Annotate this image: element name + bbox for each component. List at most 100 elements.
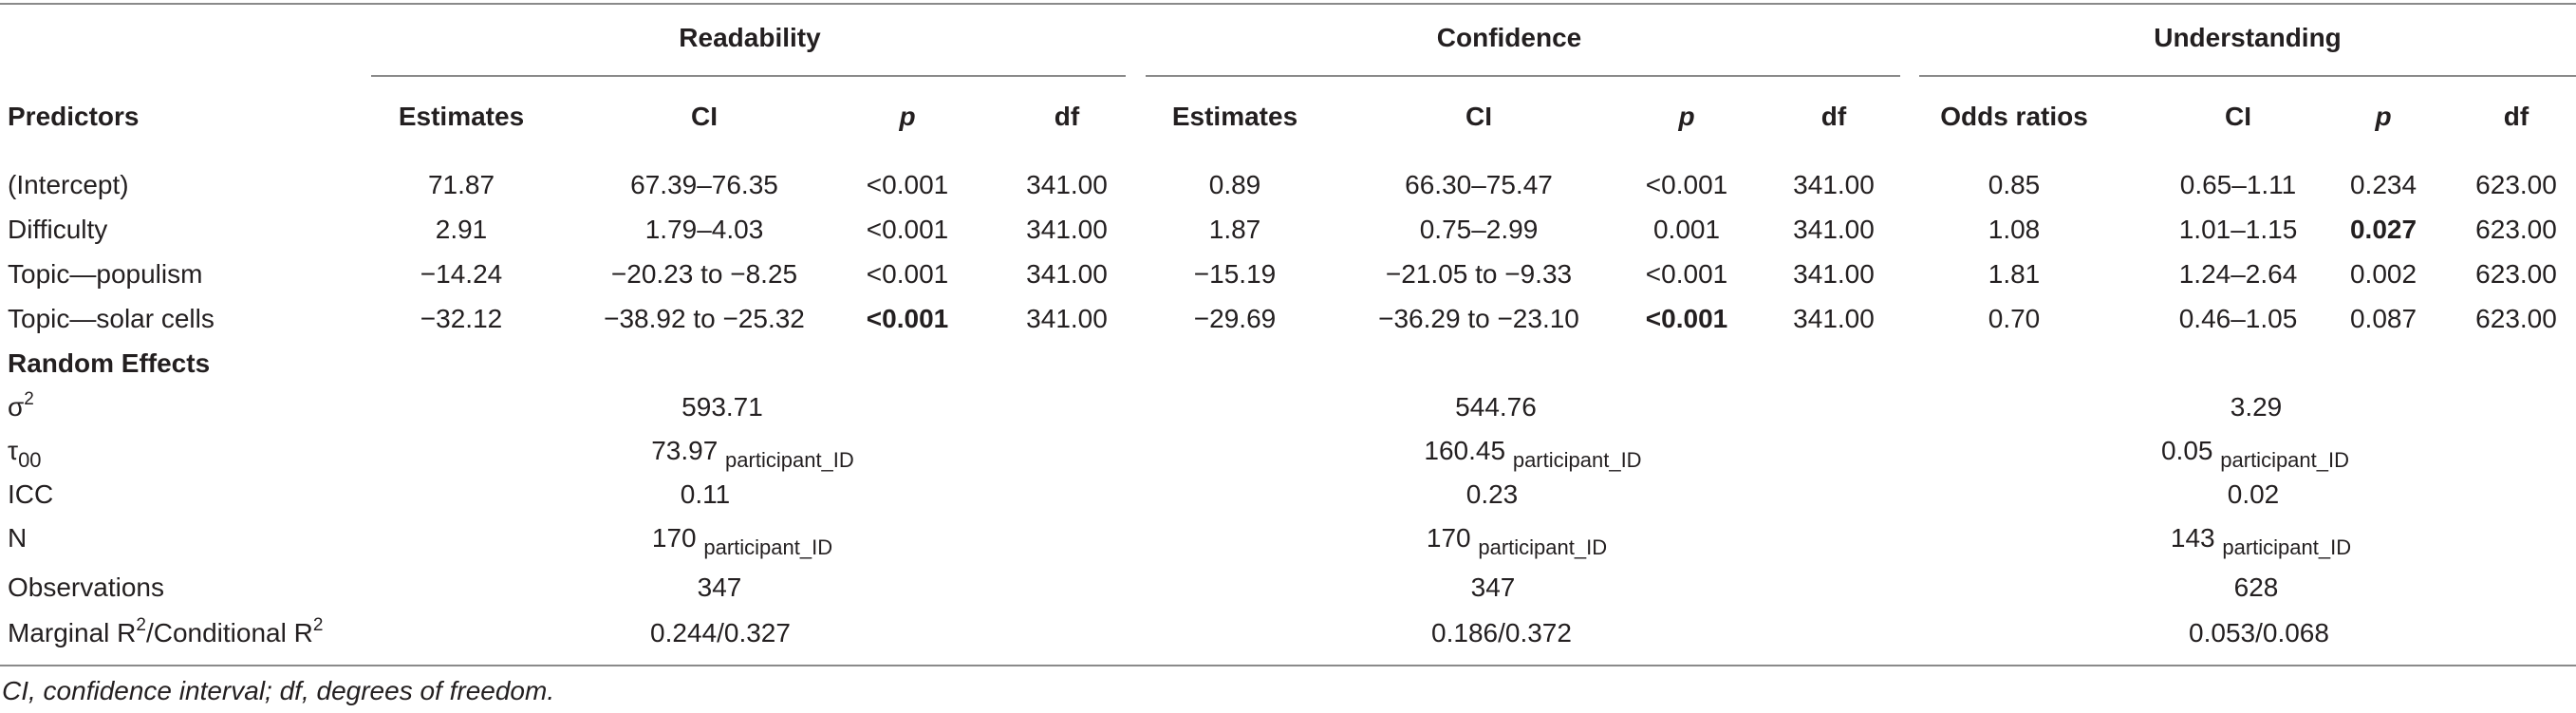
top-rule [0,3,2576,5]
col-header-odds-ratios: Odds ratios [1940,102,2088,131]
table-cell: 0.46–1.05 [2178,304,2298,333]
re-value: 160.45 participant_ID [1424,436,1642,472]
table-cell: 1.01–1.15 [2178,215,2298,244]
table-cell: −21.05 to −9.33 [1385,259,1573,289]
re-value: 544.76 [1455,392,1537,422]
re-value: 0.05 participant_ID [2160,436,2350,472]
table-cell: −14.24 [420,259,503,289]
table-cell: 341.00 [1793,215,1875,244]
col-header-ci: CI [1465,102,1492,131]
re-value: 170 participant_ID [651,523,833,559]
re-value: 0.23 [1465,479,1519,509]
row-label: Topic—populism [8,259,203,289]
group-rule-confidence [1146,75,1900,77]
table-cell: 0.85 [1988,170,2041,199]
re-value: 0.02 [2227,479,2280,509]
re-value: 0.244/0.327 [650,618,791,647]
re-value: 0.186/0.372 [1431,618,1572,647]
row-label-tau: τ00 [8,436,42,472]
table-cell: 0.001 [1652,215,1721,244]
re-value: 628 [2233,572,2279,602]
re-value: 3.29 [2230,392,2283,422]
re-value: 0.11 [680,479,731,509]
row-label-n: N [8,523,28,553]
table-cell-bold: 0.027 [2349,215,2417,244]
table-cell: 341.00 [1793,259,1875,289]
table-cell: 1.24–2.64 [2178,259,2298,289]
table-cell: 623.00 [2475,304,2557,333]
table-cell: 0.234 [2349,170,2417,199]
col-header-predictors: Predictors [8,102,140,131]
group-rule-understanding [1919,75,2576,77]
table-cell: 1.79–4.03 [644,215,764,244]
row-label-icc: ICC [8,479,54,509]
table-cell: −20.23 to −8.25 [610,259,798,289]
table-cell: 623.00 [2475,170,2557,199]
col-header-df: df [1054,102,1080,131]
row-label: Topic—solar cells [8,304,215,333]
table-cell: <0.001 [1645,259,1728,289]
row-label-r2: Marginal R2/Conditional R2 [8,615,324,647]
table-cell: −15.19 [1193,259,1277,289]
row-label-observations: Observations [8,572,164,602]
table-cell: 67.39–76.35 [630,170,778,199]
table-cell: 66.30–75.47 [1405,170,1553,199]
table-cell-bold: <0.001 [1645,304,1728,333]
table-cell: 0.087 [2349,304,2417,333]
table-cell: 0.65–1.11 [2179,170,2297,199]
table-cell: 0.75–2.99 [1419,215,1539,244]
random-effects-heading: Random Effects [8,348,211,378]
col-header-estimates: Estimates [1171,102,1298,131]
table-cell: 0.70 [1988,304,2041,333]
table-cell: 341.00 [1026,259,1108,289]
re-value: 143 participant_ID [2170,523,2352,559]
table-cell: 341.00 [1793,170,1875,199]
col-header-ci: CI [2225,102,2251,131]
re-value: 0.053/0.068 [2189,618,2329,647]
table-cell: 341.00 [1026,170,1108,199]
re-value: 347 [697,572,742,602]
table-cell: 2.91 [435,215,488,244]
table-cell: −29.69 [1193,304,1277,333]
re-value: 170 participant_ID [1426,523,1608,559]
re-value: 347 [1470,572,1516,602]
re-value: 73.97 participant_ID [651,436,854,472]
bottom-rule [0,665,2576,666]
table-cell: <0.001 [866,215,949,244]
table-cell: 1.81 [1988,259,2041,289]
table-cell: 0.89 [1208,170,1261,199]
table-cell: −32.12 [420,304,503,333]
group-header-confidence: Confidence [1436,23,1582,52]
table-cell: <0.001 [866,170,949,199]
table-cell-bold: <0.001 [866,304,949,333]
table-cell: <0.001 [866,259,949,289]
row-label: (Intercept) [8,170,129,199]
table-cell: 341.00 [1793,304,1875,333]
table-cell: 71.87 [427,170,495,199]
col-header-estimates: Estimates [398,102,525,131]
group-header-readability: Readability [679,23,821,52]
table-cell: 623.00 [2475,259,2557,289]
group-header-understanding: Understanding [2154,23,2342,52]
table-cell: 341.00 [1026,215,1108,244]
table-cell: 1.08 [1988,215,2041,244]
table-cell: 341.00 [1026,304,1108,333]
table-cell: 0.002 [2349,259,2417,289]
re-value: 593.71 [681,392,763,422]
col-header-p: p [2375,102,2392,131]
row-label: Difficulty [8,215,108,244]
row-label-sigma: σ2 [8,389,34,422]
col-header-df: df [2503,102,2529,131]
group-rule-readability [371,75,1126,77]
table-cell: <0.001 [1645,170,1728,199]
col-header-p: p [1678,102,1695,131]
table-cell: 1.87 [1208,215,1261,244]
table-cell: −38.92 to −25.32 [604,304,805,333]
col-header-df: df [1820,102,1847,131]
table-cell: 623.00 [2475,215,2557,244]
col-header-p: p [899,102,916,131]
col-header-ci: CI [691,102,718,131]
table-cell: −36.29 to −23.10 [1378,304,1579,333]
table-footnote: CI, confidence interval; df, degrees of … [2,676,555,705]
